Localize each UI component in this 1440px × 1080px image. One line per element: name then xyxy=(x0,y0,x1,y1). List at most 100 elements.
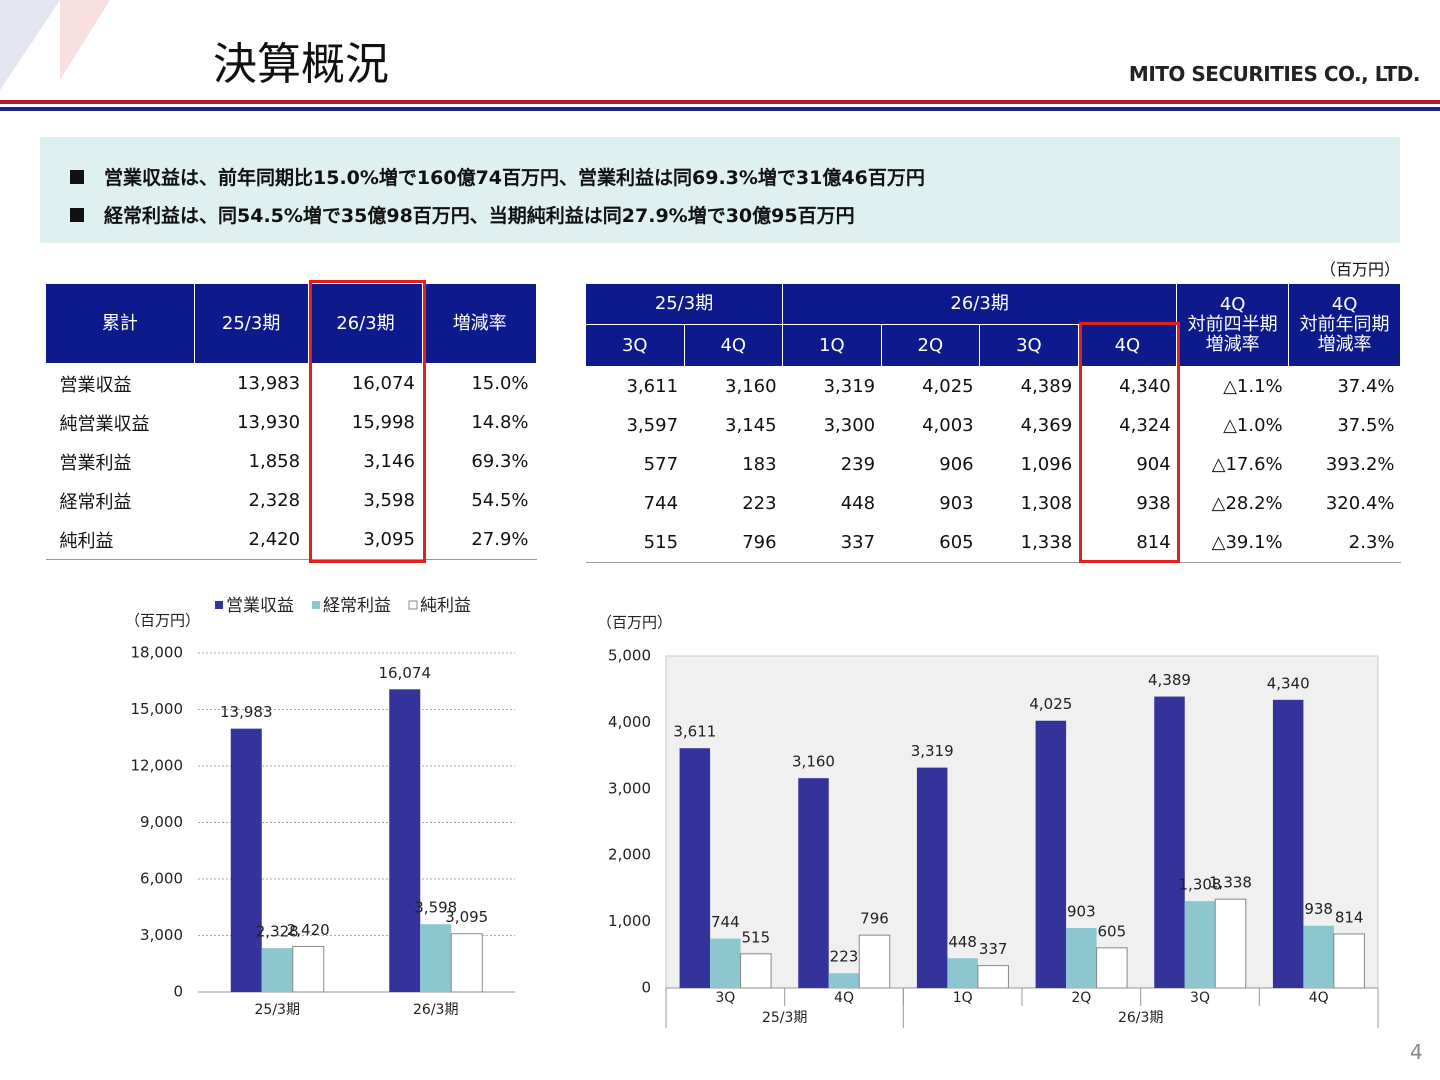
cell: 純利益 xyxy=(45,520,195,560)
decor xyxy=(0,0,60,90)
summary-box: 営業収益は、前年同期比15.0%増で160億74百万円、営業利益は同69.3%増… xyxy=(40,137,1400,243)
cell: 1,096 xyxy=(1020,454,1073,475)
value-label: 16,074 xyxy=(379,664,432,682)
cell: 906 xyxy=(939,454,974,475)
unit: （百万円） xyxy=(1320,260,1401,279)
table-quarterly: 25/3期 26/3期 4Q 対前四半期 増減率 4Q 対前年同期 増減率 3Q… xyxy=(584,283,1401,563)
legend-label: 営業収益 xyxy=(226,596,294,616)
row: 純営業収益 13,930 15,998 14.8% xyxy=(46,403,537,442)
cell: 営業収益 xyxy=(59,374,132,396)
company: MITO SECURITIES CO., LTD. xyxy=(1128,62,1421,86)
bar xyxy=(977,965,1009,989)
row: 744 223 448 903 1,308 938 △28.2% 320.4% xyxy=(586,484,1401,523)
bar xyxy=(1184,901,1216,988)
bar xyxy=(230,728,262,992)
th: 3Q xyxy=(585,324,685,367)
cell: 1,858 xyxy=(248,451,301,472)
legend-swatch xyxy=(215,601,223,609)
highlight xyxy=(309,280,426,563)
th: 4Q xyxy=(683,324,784,367)
bar xyxy=(1214,898,1247,989)
value-label: 337 xyxy=(979,940,1008,958)
plot-bg xyxy=(665,655,1379,989)
y-axis-label: （百万円） xyxy=(125,612,200,630)
row: 3,597 3,145 3,300 4,003 4,369 4,324 △1.0% 37.5% xyxy=(586,406,1401,445)
bar xyxy=(1303,925,1334,988)
bar xyxy=(828,973,860,988)
row: 経常利益 2,328 3,598 54.5% xyxy=(46,481,537,520)
th: 2Q xyxy=(880,324,981,367)
th: 4Q 対前四半期 増減率 xyxy=(1176,283,1290,367)
x-tick-label: 4Q xyxy=(1309,990,1329,1006)
cell: 337 xyxy=(782,523,882,563)
cell: 営業利益 xyxy=(59,452,132,474)
summary-item: 経常利益は、同54.5%増で35億98百万円、当期純利益は同27.9%増で30億… xyxy=(70,201,855,228)
bar xyxy=(740,953,772,989)
y-tick-label: 5,000 xyxy=(608,647,651,665)
page-number: 4 xyxy=(1410,1040,1423,1064)
th: 26/3期 xyxy=(307,283,424,364)
value-label: 223 xyxy=(830,948,859,966)
cell: 69.3% xyxy=(471,451,529,472)
cell: 13,930 xyxy=(237,412,301,433)
bar xyxy=(858,934,891,989)
bar xyxy=(1035,720,1067,988)
th: 増減率 xyxy=(422,283,537,364)
cell: 904 xyxy=(1136,454,1171,475)
bar xyxy=(1066,928,1097,988)
bar xyxy=(1096,947,1128,989)
cell: 37.5% xyxy=(1337,415,1395,436)
cell: △17.6% xyxy=(1211,454,1283,475)
cell: 3,146 xyxy=(363,451,415,472)
value-label: 448 xyxy=(948,933,977,951)
y-tick-label: 3,000 xyxy=(608,779,651,797)
value-label: 13,983 xyxy=(220,703,273,721)
cell: 15.0% xyxy=(471,373,529,394)
legend-label: 純利益 xyxy=(420,596,471,616)
cell: 4,389 xyxy=(1020,376,1073,397)
cell: 14.8% xyxy=(471,412,529,433)
value-label: 1,308 xyxy=(1179,876,1222,894)
value-label: 4,389 xyxy=(1148,671,1191,689)
bar xyxy=(450,933,483,993)
cell: 4,324 xyxy=(1119,415,1171,436)
cell: 4,369 xyxy=(1020,415,1073,436)
cell: 純営業収益 xyxy=(59,413,150,435)
cell: 2,420 xyxy=(194,520,309,560)
rule-red xyxy=(0,100,1440,104)
cell: 515 xyxy=(585,523,685,563)
cell: 183 xyxy=(742,454,777,475)
x-tick-label: 3Q xyxy=(1190,990,1210,1006)
legend-swatch xyxy=(312,601,320,609)
value-label: 4,340 xyxy=(1267,674,1310,692)
x-tick-label: 1Q xyxy=(953,990,973,1006)
th: 25/3期 xyxy=(584,283,784,325)
row: 営業収益 13,983 16,074 15.0% xyxy=(46,364,537,404)
value-label: 744 xyxy=(711,913,740,931)
legend-label: 経常利益 xyxy=(323,596,391,616)
bar xyxy=(1333,933,1365,989)
cell: 3,597 xyxy=(626,415,679,436)
cell: 4,340 xyxy=(1119,376,1171,397)
cell: 938 xyxy=(1136,493,1171,514)
row: 577 183 239 906 1,096 904 △17.6% 393.2% xyxy=(586,445,1401,484)
decor xyxy=(60,0,110,80)
cell: 54.5% xyxy=(471,490,529,511)
th: 25/3期 xyxy=(193,283,309,364)
bar xyxy=(1272,699,1304,988)
cell: 3,300 xyxy=(823,415,876,436)
row: 営業利益 1,858 3,146 69.3% xyxy=(46,442,537,481)
y-tick-label: 15,000 xyxy=(131,700,184,718)
value-label: 1,338 xyxy=(1209,874,1252,892)
y-tick-label: 2,000 xyxy=(608,846,651,864)
legend-swatch xyxy=(408,600,418,610)
cell: 448 xyxy=(840,493,876,514)
cell: 1,338 xyxy=(979,523,1079,563)
value-label: 2,420 xyxy=(287,921,330,939)
y-tick-label: 18,000 xyxy=(131,644,184,662)
bar xyxy=(420,924,452,992)
x-tick-label: 3Q xyxy=(715,990,735,1006)
cell: 3,160 xyxy=(725,376,777,397)
